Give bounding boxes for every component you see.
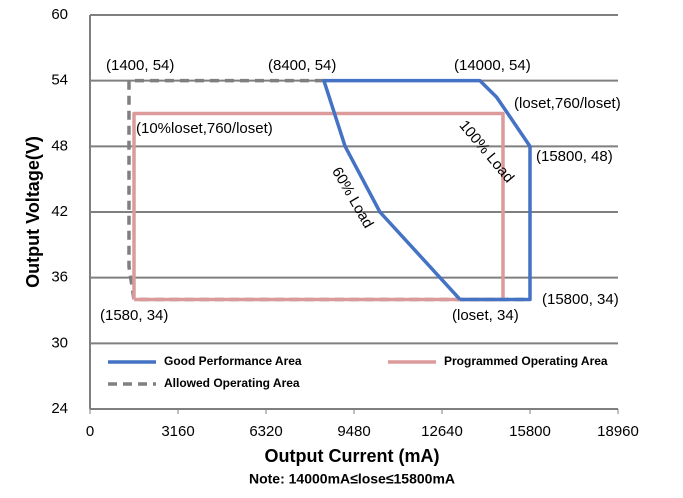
x-axis-label: Output Current (mA) [265,446,440,466]
y-tick-label: 24 [51,400,68,417]
note: Note: 14000mA≤lose≤15800mA [249,471,455,487]
x-tick-label: 9480 [337,423,370,440]
annotation: (loset,760/loset) [514,95,621,112]
x-tick-label: 15800 [509,423,551,440]
x-tick-label: 0 [86,423,94,440]
series-line [132,111,505,302]
legend-label: Programmed Operating Area [444,354,608,368]
annotation: (8400, 54) [268,57,336,74]
annotation: 60% Load [328,164,377,231]
x-tick-label: 6320 [249,423,282,440]
y-tick-label: 48 [51,137,68,154]
y-axis-label: Output Voltage(V) [23,136,43,288]
x-tick-label: 12640 [421,423,463,440]
legend-label: Good Performance Area [164,354,302,368]
annotation: (loset, 34) [452,307,519,324]
annotation: (1400, 54) [106,57,174,74]
annotation: (10%loset,760/loset) [136,120,273,137]
annotation: (14000, 54) [454,57,531,74]
y-tick-label: 54 [51,72,68,89]
y-tick-label: 60 [51,6,68,23]
y-tick-label: 36 [51,269,68,286]
y-tick-label: 42 [51,203,68,220]
x-tick-label: 3160 [161,423,194,440]
legend-label: Allowed Operating Area [164,376,300,390]
annotation: (15800, 34) [542,291,619,308]
annotation: (15800, 48) [536,148,613,165]
series-line [322,78,532,302]
x-tick-label: 18960 [597,423,639,440]
annotation: (1580, 34) [100,307,168,324]
annotation: 100% Load [455,117,517,186]
y-tick-label: 30 [51,334,68,351]
